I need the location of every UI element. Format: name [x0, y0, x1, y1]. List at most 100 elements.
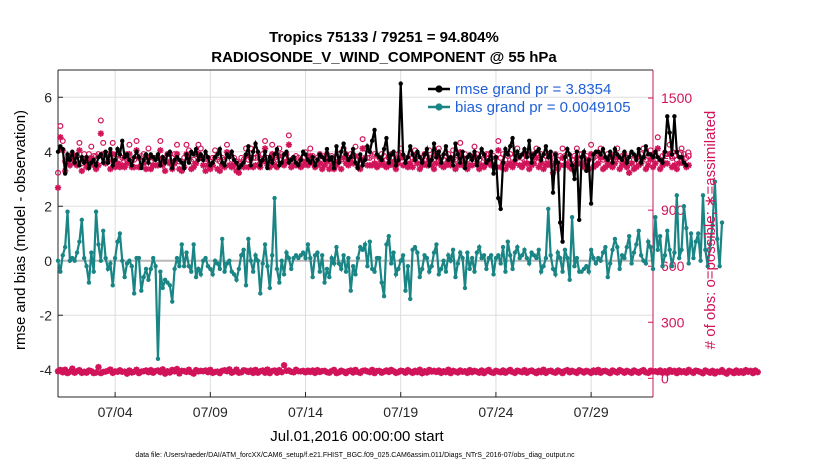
bias-point [429, 264, 434, 269]
bias-point [605, 274, 610, 280]
rmse-point [98, 152, 104, 157]
rmse-point [581, 149, 587, 154]
bias-point [707, 242, 713, 247]
rmse-point [322, 157, 327, 163]
bias-point [377, 255, 382, 261]
right-y-tick-label: 1500 [661, 90, 692, 106]
bias-point [396, 266, 401, 272]
obs-assimilated-marker [476, 165, 483, 173]
bias-point [636, 228, 641, 233]
bias-point [348, 288, 353, 293]
obs-assimilated-marker [685, 162, 692, 169]
rmse-point [179, 160, 184, 165]
rmse-point [160, 155, 165, 160]
bias-point [505, 239, 511, 244]
rmse-point [258, 163, 263, 168]
obs-assimilated-marker [530, 160, 538, 167]
rmse-point [81, 160, 87, 165]
obs-assimilated-marker [192, 160, 200, 167]
rmse-point [488, 149, 494, 154]
left-y-tick-label: -4 [40, 362, 53, 378]
obs-assimilated-marker [316, 160, 323, 167]
bias-point [289, 266, 294, 272]
bias-point [155, 356, 161, 362]
bias-point [272, 195, 277, 201]
obs-assimilated-marker [142, 165, 150, 173]
rmse-point [641, 155, 646, 160]
bias-point [186, 264, 192, 269]
rmse-point [508, 144, 513, 149]
obs-bottom-assimilated-marker [166, 369, 174, 376]
bias-point [346, 255, 351, 261]
obs-assimilated-marker [276, 152, 283, 160]
rmse-point [638, 160, 644, 165]
obs-assimilated-marker [261, 145, 269, 152]
bias-point [93, 209, 99, 214]
obs-bottom-assimilated-marker [533, 369, 540, 377]
bias-point [598, 258, 603, 263]
bias-point [427, 269, 432, 274]
rmse-point [267, 155, 273, 160]
rmse-point [481, 152, 487, 157]
bias-point [329, 255, 334, 261]
obs-assimilated-marker [111, 163, 119, 171]
bias-point [96, 242, 101, 247]
obs-bottom-assimilated-marker [414, 368, 421, 376]
bias-point [527, 261, 532, 266]
obs-bottom-assimilated-marker [309, 367, 316, 374]
obs-assimilated-marker [464, 165, 471, 173]
bias-point [431, 250, 437, 255]
x-tick-label: 07/24 [478, 404, 513, 420]
obs-assimilated-marker [526, 165, 533, 173]
bias-point [129, 264, 134, 269]
obs-bottom-assimilated-marker [499, 367, 507, 374]
rmse-point [79, 155, 85, 160]
rmse-point [548, 149, 553, 154]
obs-possible-marker [223, 141, 230, 148]
obs-bottom-assimilated-marker [435, 367, 442, 374]
bias-point [417, 274, 422, 280]
obs-assimilated-marker [397, 154, 404, 162]
obs-bottom-assimilated-marker [690, 369, 697, 377]
rmse-point [112, 157, 118, 163]
rmse-point [679, 155, 684, 160]
obs-bottom-assimilated-marker [521, 366, 528, 374]
rmse-point [610, 160, 615, 165]
obs-bottom-assimilated-marker [311, 369, 319, 377]
rmse-point [67, 157, 73, 163]
bias-point [515, 244, 520, 250]
bias-point [393, 272, 399, 277]
obs-bottom-assimilated-marker [261, 369, 269, 376]
bias-point [586, 269, 591, 274]
bias-point [74, 250, 80, 255]
bias-point [220, 236, 225, 242]
bias-point [343, 269, 349, 274]
rmse-point [200, 157, 206, 163]
obs-bottom-assimilated-marker [330, 366, 338, 374]
obs-assimilated-marker [457, 149, 464, 156]
obs-assimilated-marker [468, 162, 476, 169]
rmse-point [391, 149, 396, 154]
rmse-point [624, 160, 630, 165]
rmse-point [586, 157, 591, 163]
bias-point [239, 253, 244, 258]
obs-bottom-assimilated-marker [95, 363, 102, 371]
rmse-point [203, 149, 208, 154]
bias-point [546, 206, 551, 212]
obs-bottom-assimilated-marker [552, 369, 559, 376]
bias-point [703, 247, 708, 253]
obs-assimilated-marker [266, 163, 274, 171]
bias-point [341, 253, 346, 258]
bias-point [607, 261, 613, 266]
bias-point [655, 247, 660, 253]
rmse-point [298, 157, 303, 163]
obs-assimilated-marker [414, 160, 421, 167]
rmse-point [191, 152, 196, 157]
bias-point [274, 266, 280, 272]
obs-assimilated-marker [340, 154, 347, 162]
rmse-point [241, 160, 246, 165]
obs-assimilated-marker [216, 167, 224, 175]
obs-assimilated-marker [154, 162, 162, 169]
rmse-point [643, 144, 649, 149]
bias-point [672, 250, 677, 255]
